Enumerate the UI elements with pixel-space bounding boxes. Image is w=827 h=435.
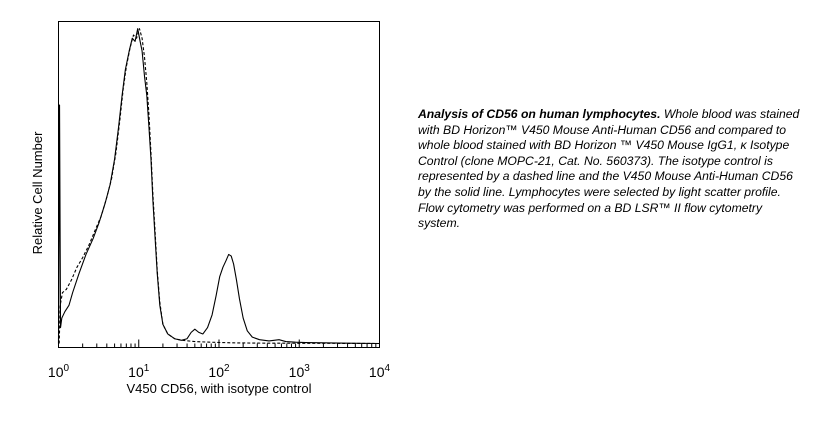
x-axis-label: V450 CD56, with isotype control — [127, 381, 312, 396]
histogram-chart: 100 101 102 103 104 V450 CD56, with isotype … — [30, 21, 391, 396]
y-axis-label: Relative Cell Number — [30, 131, 45, 254]
x-tick-exponent: 1 — [144, 363, 150, 374]
x-tick-base: 10 — [128, 364, 144, 380]
x-tick-label: 103 — [289, 363, 311, 380]
histogram-figure: 100 101 102 103 104 V450 CD56, with isotype … — [0, 0, 400, 430]
cd56-curve — [57, 28, 380, 345]
figure-caption: Analysis of CD56 on human lymphocytes. W… — [418, 107, 800, 232]
plot-frame — [58, 21, 380, 348]
x-tick-base: 10 — [48, 364, 64, 380]
x-tick-exponent: 4 — [385, 363, 391, 374]
x-tick-label: 100 — [48, 363, 70, 380]
x-tick-exponent: 0 — [64, 363, 70, 374]
x-tick-exponent: 2 — [224, 363, 230, 374]
caption-title: Analysis of CD56 on human lymphocytes. — [418, 107, 661, 121]
caption-body: Whole blood was stained with BD Horizon™… — [418, 107, 800, 231]
isotype-control-curve — [58, 28, 380, 345]
x-tick-base: 10 — [369, 364, 385, 380]
x-tick-exponent: 3 — [304, 363, 310, 374]
x-tick-base: 10 — [289, 364, 305, 380]
x-tick-base: 10 — [208, 364, 224, 380]
x-tick-label: 101 — [128, 363, 150, 380]
x-tick-label: 104 — [369, 363, 391, 380]
x-tick-label: 102 — [208, 363, 230, 380]
